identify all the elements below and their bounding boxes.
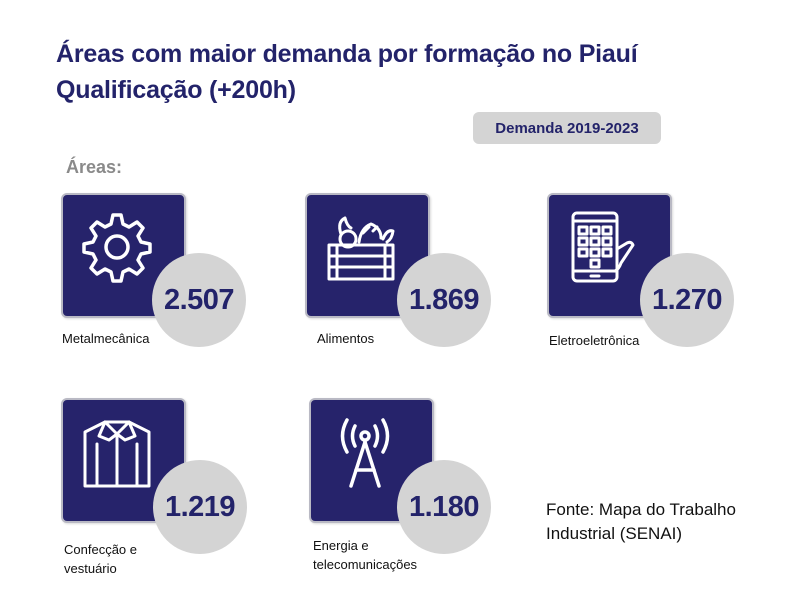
tile-metalmecanica: [61, 193, 186, 318]
areas-label: Áreas:: [66, 157, 123, 177]
value-metalmecanica: 2.507: [152, 253, 246, 347]
value-energia: 1.180: [397, 460, 491, 554]
gear-icon: [82, 213, 152, 283]
source-note: Fonte: Mapa do Trabalho Industrial (SENA…: [546, 498, 736, 546]
source-line-1: Fonte: Mapa do Trabalho: [546, 500, 736, 519]
label-energia-line-1: Energia e: [313, 538, 369, 553]
label-eletroeletronica: Eletroeletrônica: [549, 333, 640, 348]
label-confeccao: Confecção e vestuário: [64, 540, 137, 578]
antenna-tower-icon: [340, 418, 390, 488]
label-confeccao-line-1: Confecção e: [64, 542, 137, 557]
label-metalmecanica: Metalmecânica: [62, 331, 150, 346]
vegetable-crate-icon: [327, 216, 395, 281]
label-confeccao-line-2: vestuário: [64, 561, 117, 576]
label-energia: Energia e telecomunicações: [313, 536, 417, 574]
smartphone-keypad-icon: [571, 211, 635, 283]
value-eletroeletronica: 1.270: [640, 253, 734, 347]
label-alimentos: Alimentos: [317, 331, 375, 346]
tile-confeccao: [61, 398, 186, 523]
value-alimentos: 1.869: [397, 253, 491, 347]
period-badge: Demanda 2019-2023: [473, 112, 661, 144]
title-line-2: Qualificação (+200h): [56, 76, 296, 104]
page-title: Áreas com maior demanda por formação no …: [56, 36, 638, 108]
label-energia-line-2: telecomunicações: [313, 557, 418, 572]
value-confeccao: 1.219: [153, 460, 247, 554]
shirt-icon: [83, 420, 151, 488]
title-line-1: Áreas com maior demanda por formação no …: [56, 40, 638, 68]
source-line-2: Industrial (SENAI): [546, 524, 683, 543]
